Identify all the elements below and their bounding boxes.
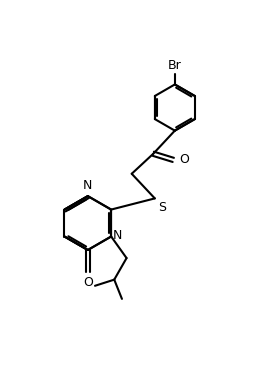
Text: N: N: [82, 179, 92, 192]
Text: N: N: [113, 229, 122, 242]
Text: O: O: [180, 154, 189, 166]
Text: S: S: [158, 202, 166, 215]
Text: Br: Br: [168, 59, 182, 72]
Text: O: O: [83, 276, 93, 289]
